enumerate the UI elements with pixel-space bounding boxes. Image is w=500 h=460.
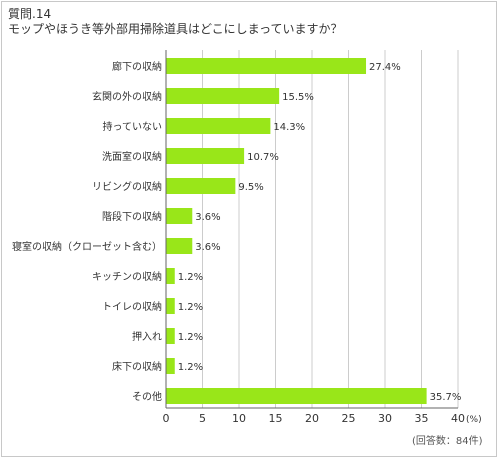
value-label: 3.6% bbox=[195, 212, 220, 223]
x-unit-label: (%) bbox=[466, 415, 482, 425]
value-label: 1.2% bbox=[178, 272, 203, 283]
category-label: 階段下の収納 bbox=[102, 210, 162, 223]
value-label: 10.7% bbox=[247, 152, 279, 163]
value-label: 1.2% bbox=[178, 362, 203, 373]
bar-8 bbox=[166, 268, 175, 284]
category-label: トイレの収納 bbox=[102, 300, 162, 313]
bar-10 bbox=[166, 328, 175, 344]
bar-1 bbox=[166, 58, 367, 74]
category-label: その他 bbox=[132, 390, 162, 403]
value-label: 1.2% bbox=[178, 302, 203, 313]
value-label: 14.3% bbox=[273, 122, 305, 133]
bar-6 bbox=[166, 208, 193, 224]
bar-2 bbox=[166, 88, 280, 104]
x-tick-label: 5 bbox=[199, 412, 206, 425]
x-tick-label: 25 bbox=[342, 412, 356, 425]
bar-4 bbox=[166, 148, 245, 164]
category-label: 玄関の外の収納 bbox=[92, 90, 162, 103]
category-label: 寝室の収納（クローゼット含む） bbox=[12, 240, 162, 253]
bar-5 bbox=[166, 178, 236, 194]
value-label: 1.2% bbox=[178, 332, 203, 343]
bar-12 bbox=[166, 388, 427, 404]
x-tick-label: 20 bbox=[305, 412, 319, 425]
x-tick-label: 15 bbox=[269, 412, 283, 425]
value-label: 9.5% bbox=[238, 182, 263, 193]
x-tick-label: 30 bbox=[378, 412, 392, 425]
value-label: 27.4% bbox=[369, 62, 401, 73]
x-tick-label: 0 bbox=[163, 412, 170, 425]
question-number: 質問.14 bbox=[8, 7, 52, 21]
bar-3 bbox=[166, 118, 271, 134]
x-tick-label: 35 bbox=[415, 412, 429, 425]
category-label: 洗面室の収納 bbox=[102, 150, 162, 163]
category-label: 廊下の収納 bbox=[112, 60, 162, 73]
bar-9 bbox=[166, 298, 175, 314]
category-label: キッチンの収納 bbox=[92, 270, 162, 283]
category-label: 押入れ bbox=[132, 330, 162, 343]
question-text: モップやほうき等外部用掃除道具はどこにしまっていますか？ bbox=[8, 22, 343, 36]
bar-7 bbox=[166, 238, 193, 254]
value-label: 35.7% bbox=[430, 392, 462, 403]
value-label: 15.5% bbox=[282, 92, 314, 103]
category-label: 床下の収納 bbox=[112, 360, 162, 373]
bar-11 bbox=[166, 358, 175, 374]
x-tick-label: 40 bbox=[451, 412, 465, 425]
x-tick-label: 10 bbox=[232, 412, 246, 425]
category-label: リビングの収納 bbox=[92, 180, 162, 193]
value-label: 3.6% bbox=[195, 242, 220, 253]
category-label: 持っていない bbox=[103, 120, 163, 133]
response-count-note: (回答数：84件) bbox=[412, 436, 483, 447]
